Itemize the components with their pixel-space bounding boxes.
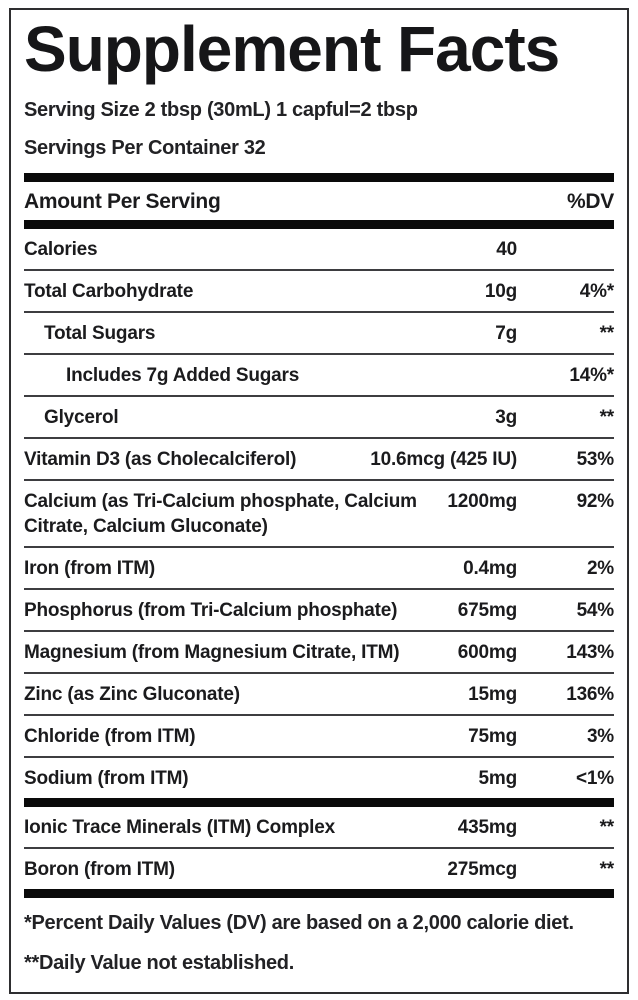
nutrient-row: Calcium (as Tri-Calcium phosphate, Calci…	[24, 481, 614, 548]
nutrient-row: Chloride (from ITM) 75mg 3%	[24, 716, 614, 758]
thick-rule-bottom	[24, 888, 614, 898]
nutrient-row: Ionic Trace Minerals (ITM) Complex 435mg *…	[24, 807, 614, 849]
footnote: **Daily Value not established.	[24, 951, 294, 974]
thick-rule-mid	[24, 797, 614, 807]
label-title: Supplement Facts	[24, 13, 560, 85]
dv-header: %DV	[567, 189, 614, 213]
column-header-row: Amount Per Serving %DV	[24, 182, 614, 220]
thick-rule-header	[24, 219, 614, 229]
nutrient-dv: **	[599, 322, 615, 344]
nutrient-row: Total Sugars 7g **	[24, 313, 614, 355]
nutrient-name: Calcium (as Tri-Calcium phosphate, Calci…	[24, 490, 417, 537]
nutrient-name: Chloride (from ITM)	[24, 725, 196, 747]
nutrient-amount: 600mg	[457, 641, 517, 663]
nutrient-dv: 92%	[576, 490, 615, 512]
nutrient-dv: 54%	[576, 599, 615, 621]
nutrient-dv: 143%	[566, 641, 614, 663]
nutrient-dv: **	[599, 816, 615, 838]
nutrient-amount: 75mg	[468, 725, 517, 747]
nutrient-dv: 53%	[576, 448, 615, 470]
nutrient-name: Ionic Trace Minerals (ITM) Complex	[24, 816, 335, 838]
serving-size: Serving Size 2 tbsp (30mL) 1 capful=2 tb…	[24, 98, 418, 121]
nutrient-amount: 10g	[484, 280, 517, 302]
nutrient-amount: 40	[496, 238, 517, 260]
nutrient-dv: 14%*	[569, 364, 614, 386]
nutrient-amount: 15mg	[468, 683, 517, 705]
supplement-facts-label: Supplement Facts Serving Size 2 tbsp (30…	[9, 8, 629, 994]
nutrient-amount: 675mg	[457, 599, 517, 621]
nutrient-dv: 3%	[586, 725, 614, 747]
nutrient-amount: 1200mg	[447, 490, 517, 512]
amount-per-serving-header: Amount Per Serving	[24, 189, 221, 213]
nutrient-row: Sodium (from ITM) 5mg <1%	[24, 758, 614, 798]
nutrient-amount: 0.4mg	[463, 557, 517, 579]
nutrient-dv: 2%	[586, 557, 614, 579]
nutrient-name: Includes 7g Added Sugars	[66, 364, 300, 386]
nutrient-amount: 10.6mcg (425 IU)	[370, 448, 517, 470]
nutrient-row: Calories 40	[24, 229, 614, 271]
nutrient-name: Vitamin D3 (as Cholecalciferol)	[24, 448, 297, 470]
footnote: *Percent Daily Values (DV) are based on …	[24, 911, 574, 934]
nutrient-name: Phosphorus (from Tri-Calcium phosphate)	[24, 599, 398, 621]
nutrient-dv: 136%	[566, 683, 614, 705]
nutrient-name: Boron (from ITM)	[24, 858, 175, 880]
servings-per-container: Servings Per Container 32	[24, 136, 266, 159]
nutrient-name: Iron (from ITM)	[24, 557, 156, 579]
thick-rule-top	[24, 172, 614, 182]
nutrient-row: Iron (from ITM) 0.4mg 2%	[24, 548, 614, 590]
nutrient-amount: 275mcg	[447, 858, 517, 880]
nutrient-dv: 4%*	[579, 280, 614, 302]
nutrient-row: Boron (from ITM) 275mcg **	[24, 849, 614, 889]
nutrient-row: Glycerol 3g **	[24, 397, 614, 439]
nutrient-dv: <1%	[576, 767, 614, 789]
nutrient-row: Total Carbohydrate 10g 4%*	[24, 271, 614, 313]
nutrient-name: Sodium (from ITM)	[24, 767, 189, 789]
nutrient-name: Calories	[24, 238, 98, 260]
nutrient-row: Phosphorus (from Tri-Calcium phosphate) 6…	[24, 590, 614, 632]
nutrient-row: Magnesium (from Magnesium Citrate, ITM) 6…	[24, 632, 614, 674]
nutrient-name: Zinc (as Zinc Gluconate)	[24, 683, 240, 705]
nutrient-amount: 7g	[495, 322, 517, 344]
nutrient-name: Total Sugars	[44, 322, 156, 344]
nutrient-dv: **	[599, 406, 615, 428]
nutrient-rows: Calories 40 Total Carbohydrate 10g 4%* Total …	[24, 229, 614, 798]
footnotes: *Percent Daily Values (DV) are based on …	[24, 898, 614, 976]
nutrient-row: Includes 7g Added Sugars 14%*	[24, 355, 614, 397]
nutrient-name: Magnesium (from Magnesium Citrate, ITM)	[24, 641, 400, 663]
nutrient-amount: 5mg	[478, 767, 518, 789]
nutrient-name: Total Carbohydrate	[24, 280, 194, 302]
nutrient-amount: 3g	[495, 406, 517, 428]
trace-mineral-rows: Ionic Trace Minerals (ITM) Complex 435mg *…	[24, 807, 614, 889]
nutrient-dv: **	[599, 858, 615, 880]
nutrient-name: Glycerol	[44, 406, 119, 428]
nutrient-row: Zinc (as Zinc Gluconate) 15mg 136%	[24, 674, 614, 716]
nutrient-row: Vitamin D3 (as Cholecalciferol) 10.6mcg (…	[24, 439, 614, 481]
nutrient-amount: 435mg	[457, 816, 517, 838]
